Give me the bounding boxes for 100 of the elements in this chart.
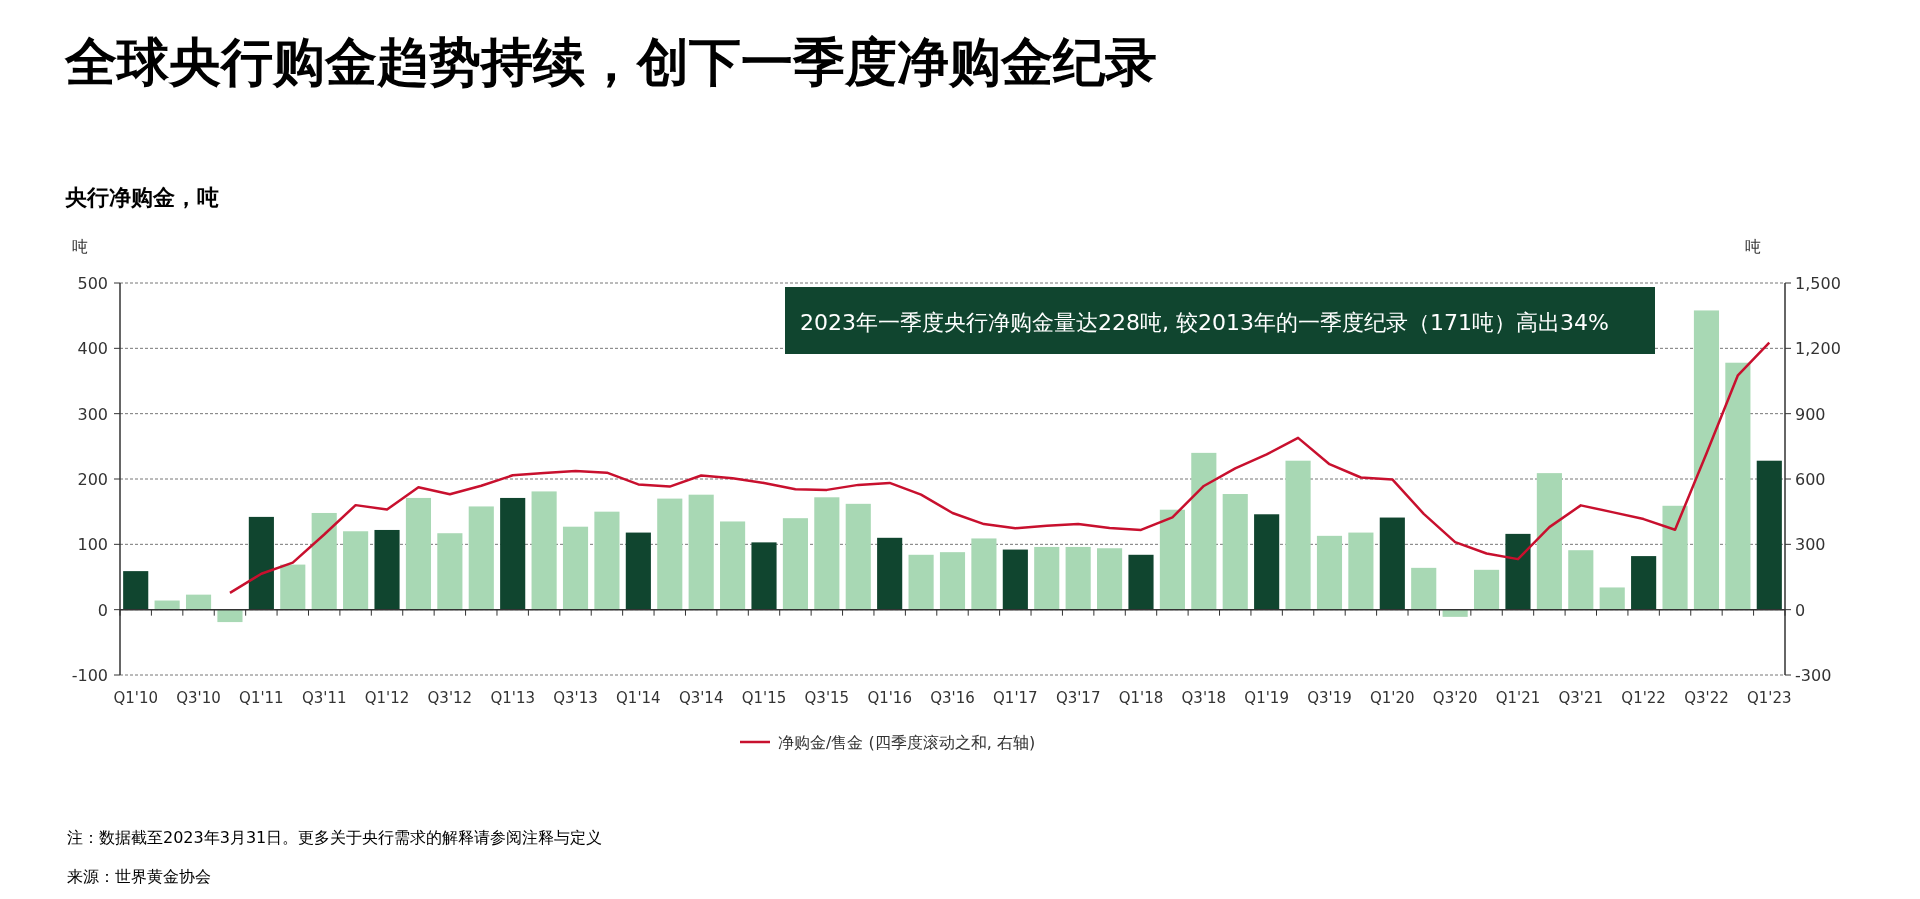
source-note: 来源：世界黄金协会	[67, 867, 211, 886]
y-axis-title: 吨	[72, 237, 88, 256]
bar	[625, 532, 651, 610]
bar	[877, 537, 903, 610]
x-tick-label: Q1'20	[1370, 689, 1415, 707]
bar	[1756, 460, 1782, 610]
x-tick-label: Q1'17	[993, 689, 1038, 707]
x-tick-label: Q3'22	[1684, 689, 1729, 707]
x-tick-label: Q3'15	[804, 689, 850, 707]
x-tick-label: Q3'14	[678, 689, 724, 707]
bar	[1411, 567, 1437, 610]
bar	[1128, 554, 1154, 610]
chart-subtitle: 央行净购金，吨	[65, 185, 219, 210]
bar	[123, 571, 149, 610]
x-tick-label: Q1'23	[1747, 689, 1792, 707]
bar	[562, 526, 589, 610]
y-tick-label: -100	[71, 666, 108, 685]
y-tick-label: 300	[77, 404, 108, 424]
bar	[845, 503, 871, 610]
bar	[814, 497, 840, 610]
bar	[1631, 556, 1657, 610]
bar	[311, 512, 337, 610]
x-tick-label: Q1'14	[616, 689, 661, 707]
bar	[971, 538, 997, 610]
bar	[688, 494, 714, 610]
bar	[751, 542, 777, 610]
bar	[782, 518, 808, 610]
text: 注：数据截至2023年3月31日。更多关于央行需求的解释请参阅注释与定义	[67, 828, 603, 847]
bar	[1379, 517, 1405, 610]
bar	[1065, 546, 1091, 610]
x-tick-label: Q3'17	[1055, 689, 1101, 707]
y2-tick-label: 600	[1795, 470, 1826, 489]
bar	[1254, 514, 1280, 610]
x-tick-label: Q3'20	[1432, 689, 1478, 707]
x-tick-label: Q3'21	[1558, 689, 1604, 707]
bar	[1662, 505, 1688, 610]
bar	[500, 497, 526, 610]
x-tick-label: Q1'19	[1244, 689, 1289, 707]
y2-tick-label: 1,200	[1795, 339, 1841, 359]
bar	[1222, 494, 1248, 610]
y2-tick-label: 1,500	[1795, 274, 1841, 293]
bar	[939, 552, 966, 610]
bar	[468, 506, 494, 610]
x-tick-label: Q3'18	[1181, 689, 1227, 707]
bar	[1002, 549, 1028, 610]
y-tick-label: 500	[77, 274, 108, 293]
line-series	[228, 341, 1771, 595]
y-tick-label: 400	[77, 339, 108, 359]
legend-label: 净购金/售金 (四季度滚动之和, 右轴)	[778, 733, 1036, 752]
x-tick-label: Q3'13	[553, 689, 598, 707]
bar	[1473, 569, 1500, 610]
bar	[1316, 535, 1343, 610]
y-tick-label: 0	[97, 600, 108, 620]
bar	[1505, 533, 1531, 610]
bar	[1285, 460, 1311, 610]
bar	[720, 521, 746, 610]
bar	[437, 533, 463, 610]
bar	[594, 511, 620, 610]
bar	[343, 531, 369, 610]
bar	[1536, 473, 1562, 610]
x-tick-label: Q3'16	[930, 689, 975, 707]
y2-tick-label: 0	[1795, 600, 1806, 620]
x-tick-label: Q3'10	[176, 689, 221, 707]
x-tick-label: Q1'22	[1621, 689, 1666, 707]
x-tick-label: Q1'11	[239, 689, 284, 707]
bar	[1568, 550, 1594, 610]
bar	[1159, 509, 1185, 610]
y-tick-label: 200	[77, 470, 108, 489]
bar	[657, 498, 683, 610]
bar	[1693, 310, 1720, 610]
x-tick-label: Q3'11	[301, 689, 347, 707]
x-tick-label: Q1'15	[741, 689, 787, 707]
x-tick-label: Q1'13	[490, 689, 535, 707]
x-tick-label: Q1'12	[364, 689, 410, 707]
bar	[1442, 609, 1468, 617]
bar	[248, 516, 274, 610]
bar	[1725, 362, 1751, 610]
bar	[405, 497, 432, 610]
y2-tick-label: -300	[1795, 666, 1832, 685]
x-tick-label: Q3'12	[427, 689, 473, 707]
x-tick-label: Q3'19	[1307, 689, 1352, 707]
y-tick-label: 100	[77, 535, 108, 555]
bar	[1097, 548, 1123, 610]
y2-tick-label: 300	[1795, 535, 1826, 555]
x-tick-label: Q1'16	[867, 689, 912, 707]
bar	[280, 564, 306, 610]
bar	[1034, 546, 1060, 610]
bar	[1348, 532, 1374, 610]
bar	[217, 609, 243, 623]
bar	[185, 594, 212, 610]
bar	[1599, 587, 1625, 610]
x-tick-label: Q1'18	[1118, 689, 1164, 707]
y2-tick-label: 900	[1795, 404, 1826, 424]
annotation: 2023年一季度央行净购金量达228吨, 较2013年的一季度纪录（171吨）高出34%	[800, 310, 1609, 335]
bar	[908, 554, 934, 610]
chart-title: 全球央行购金趋势持续，创下一季度净购金纪录	[64, 32, 1157, 92]
bar	[374, 529, 400, 610]
bar	[531, 491, 557, 610]
y2-axis-title: 吨	[1745, 237, 1761, 256]
bar	[1191, 452, 1217, 610]
